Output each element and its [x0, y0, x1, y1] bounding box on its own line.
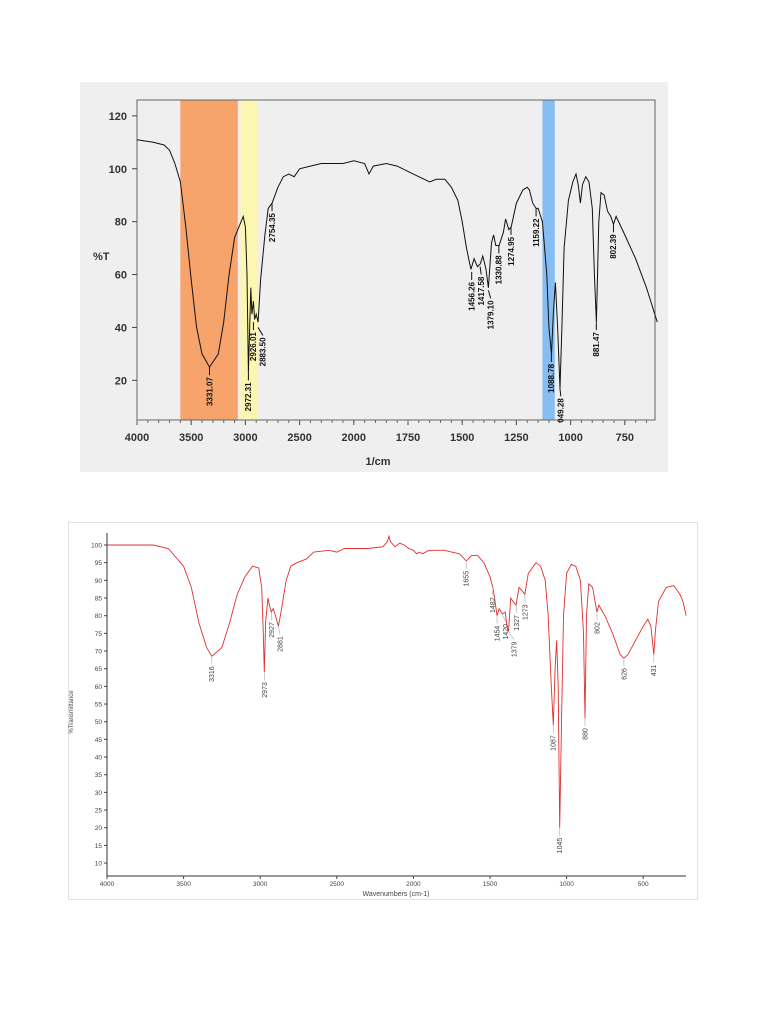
x-axis-label: 1/cm [365, 456, 390, 468]
peak-leader [487, 290, 492, 299]
ir-spectrum-1-panel [80, 82, 668, 472]
x-tick-label: 4000 [125, 432, 149, 444]
peak-label: 802.39 [609, 234, 618, 259]
peak-label: 1274.95 [507, 236, 516, 265]
y-tick-label: 20 [115, 375, 127, 387]
peak-label: 881.47 [592, 332, 601, 357]
x-tick-label: 3000 [233, 432, 257, 444]
x-tick-label: 2000 [342, 432, 366, 444]
peak-label: 1379.10 [486, 300, 495, 329]
peak-label: 049.28 [557, 398, 566, 423]
peak-label: 3331.07 [205, 377, 214, 406]
peak-label: 1417.58 [477, 276, 486, 305]
peak-label: 1088.78 [547, 363, 556, 392]
peak-label: 2883.50 [259, 337, 268, 366]
x-tick-label: 1750 [396, 432, 420, 444]
peak-label: 1456.26 [467, 281, 476, 310]
y-tick-label: 120 [109, 111, 127, 123]
y-tick-label: 60 [115, 270, 127, 282]
peak-leader [257, 327, 264, 336]
x-tick-label: 750 [616, 432, 634, 444]
peak-label: 1159.22 [532, 218, 541, 247]
x-tick-label: 1000 [558, 432, 582, 444]
x-tick-label: 1250 [504, 432, 528, 444]
y-tick-label: 80 [115, 217, 127, 229]
peak-label: 2754.35 [268, 213, 277, 242]
spectrum-line [136, 139, 658, 389]
x-tick-label: 3500 [179, 432, 203, 444]
peak-label: 2972.31 [244, 382, 253, 411]
y-tick-label: 40 [115, 322, 127, 334]
peak-leader [479, 266, 482, 275]
y-axis-label: %T [93, 251, 110, 263]
plot-frame [136, 99, 656, 421]
peak-label: 2926.01 [249, 332, 258, 361]
peak-leader [559, 388, 562, 397]
x-tick-label: 2500 [287, 432, 311, 444]
peak-label: 1330.88 [495, 255, 504, 284]
highlight-band [240, 100, 258, 420]
x-tick-label: 1500 [450, 432, 474, 444]
y-tick-label: 100 [109, 164, 127, 176]
